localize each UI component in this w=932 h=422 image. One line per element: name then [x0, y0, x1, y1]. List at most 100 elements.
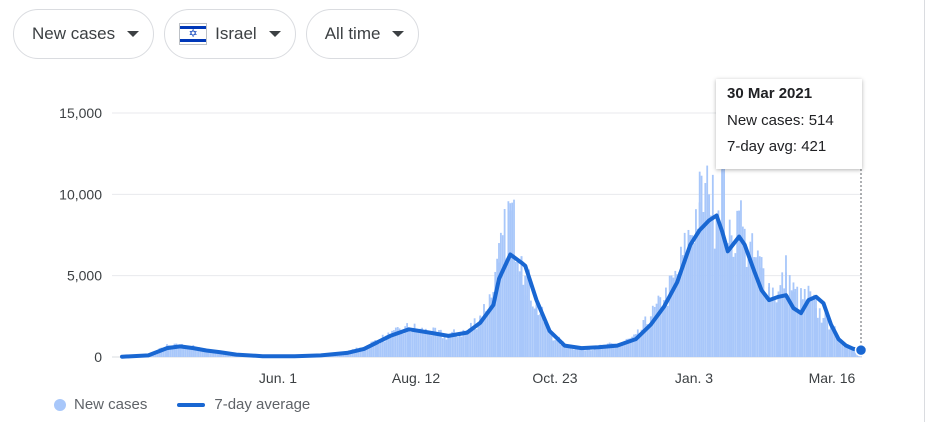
new-cases-bar	[573, 349, 575, 357]
new-cases-bar	[738, 210, 741, 357]
new-cases-bar	[687, 229, 690, 357]
tooltip-average: 7-day avg: 421	[727, 138, 827, 155]
new-cases-bar	[539, 313, 542, 357]
new-cases-bar	[438, 329, 440, 357]
new-cases-bar	[391, 330, 393, 357]
new-cases-bar	[674, 270, 677, 357]
new-cases-bar	[389, 335, 392, 357]
new-cases-bar	[466, 330, 469, 357]
new-cases-bar	[496, 258, 499, 357]
new-cases-bar	[393, 330, 395, 357]
new-cases-bar	[561, 341, 564, 357]
new-cases-bar	[747, 258, 750, 357]
new-cases-bar	[843, 346, 846, 357]
new-cases-bar	[419, 328, 422, 357]
new-cases-bar	[413, 323, 416, 357]
new-cases-bar	[190, 348, 193, 357]
new-cases-bar	[829, 322, 832, 357]
new-cases-bar	[434, 327, 437, 357]
new-cases-bar	[601, 345, 604, 357]
new-cases-bar	[599, 344, 602, 357]
new-cases-bar	[374, 340, 377, 357]
new-cases-bar	[629, 338, 632, 357]
new-cases-bar	[201, 350, 204, 357]
new-cases-bar	[387, 332, 390, 357]
new-cases-bar	[775, 302, 778, 357]
new-cases-bar	[198, 347, 200, 357]
new-cases-bar	[668, 275, 671, 357]
new-cases-bar	[710, 215, 712, 357]
new-cases-bar	[490, 297, 493, 357]
new-cases-bar	[364, 347, 367, 357]
new-cases-bar	[173, 343, 176, 357]
new-cases-bar	[423, 333, 425, 357]
new-cases-bar	[702, 211, 705, 357]
new-cases-bar	[706, 165, 709, 357]
new-cases-bar	[503, 209, 506, 357]
new-cases-bar	[792, 291, 795, 357]
new-cases-bar	[428, 332, 431, 357]
new-cases-bar	[498, 262, 501, 357]
new-cases-bar	[755, 257, 757, 357]
new-cases-bar	[758, 256, 761, 357]
country-dropdown[interactable]: ✡ Israel	[164, 9, 296, 59]
new-cases-bar	[349, 352, 352, 357]
new-cases-bar	[717, 210, 720, 357]
new-cases-bar	[659, 297, 662, 357]
new-cases-bar	[608, 342, 611, 357]
new-cases-bar	[544, 321, 547, 357]
new-cases-bar	[415, 328, 418, 357]
new-cases-bar	[417, 331, 420, 357]
time-range-dropdown[interactable]: All time	[305, 9, 420, 59]
metric-dropdown[interactable]: New cases	[13, 9, 155, 59]
new-cases-bar	[824, 310, 827, 357]
legend-bar-swatch	[54, 398, 66, 411]
new-cases-bar	[760, 267, 763, 357]
new-cases-bar	[588, 348, 590, 357]
new-cases-bar	[464, 331, 467, 357]
new-cases-bar	[719, 227, 722, 357]
new-cases-bar	[194, 347, 197, 357]
new-cases-bar	[695, 209, 697, 357]
x-tick-label: Oct. 23	[532, 370, 577, 386]
new-cases-bar	[777, 295, 780, 357]
new-cases-bar	[552, 340, 555, 357]
new-cases-bar	[424, 328, 427, 357]
israel-flag-icon: ✡	[179, 23, 208, 45]
new-cases-bar	[571, 348, 574, 357]
y-tick-label: 15,000	[59, 105, 102, 121]
new-cases-bar	[366, 345, 369, 357]
new-cases-bar	[370, 341, 373, 357]
new-cases-bar	[683, 232, 686, 357]
new-cases-bar	[548, 332, 551, 357]
new-cases-bar	[404, 326, 407, 357]
new-cases-bar	[773, 300, 776, 357]
new-cases-bar	[529, 300, 532, 357]
caret-down-icon	[392, 31, 405, 37]
new-cases-bars	[121, 151, 862, 357]
legend-new-cases: New cases	[74, 396, 148, 413]
new-cases-bar	[531, 306, 534, 357]
new-cases-bar	[814, 308, 817, 357]
new-cases-bar	[704, 183, 707, 357]
new-cases-bar	[831, 330, 834, 357]
new-cases-bar	[678, 272, 680, 357]
new-cases-bar	[385, 335, 388, 357]
new-cases-bar	[357, 348, 360, 357]
new-cases-bar	[606, 343, 609, 357]
new-cases-bar	[486, 309, 489, 357]
new-cases-bar	[372, 341, 375, 357]
new-cases-bar	[783, 288, 785, 357]
filter-bar: New cases ✡ Israel All time	[13, 9, 420, 59]
new-cases-bar	[406, 323, 408, 357]
new-cases-bar	[657, 295, 660, 357]
new-cases-bar	[516, 262, 519, 357]
new-cases-bar	[524, 275, 527, 357]
new-cases-bar	[426, 333, 429, 357]
new-cases-bar	[214, 352, 217, 357]
new-cases-bar	[844, 343, 847, 357]
new-cases-bar	[790, 290, 793, 357]
new-cases-bar	[520, 256, 523, 357]
new-cases-bar	[166, 346, 169, 357]
